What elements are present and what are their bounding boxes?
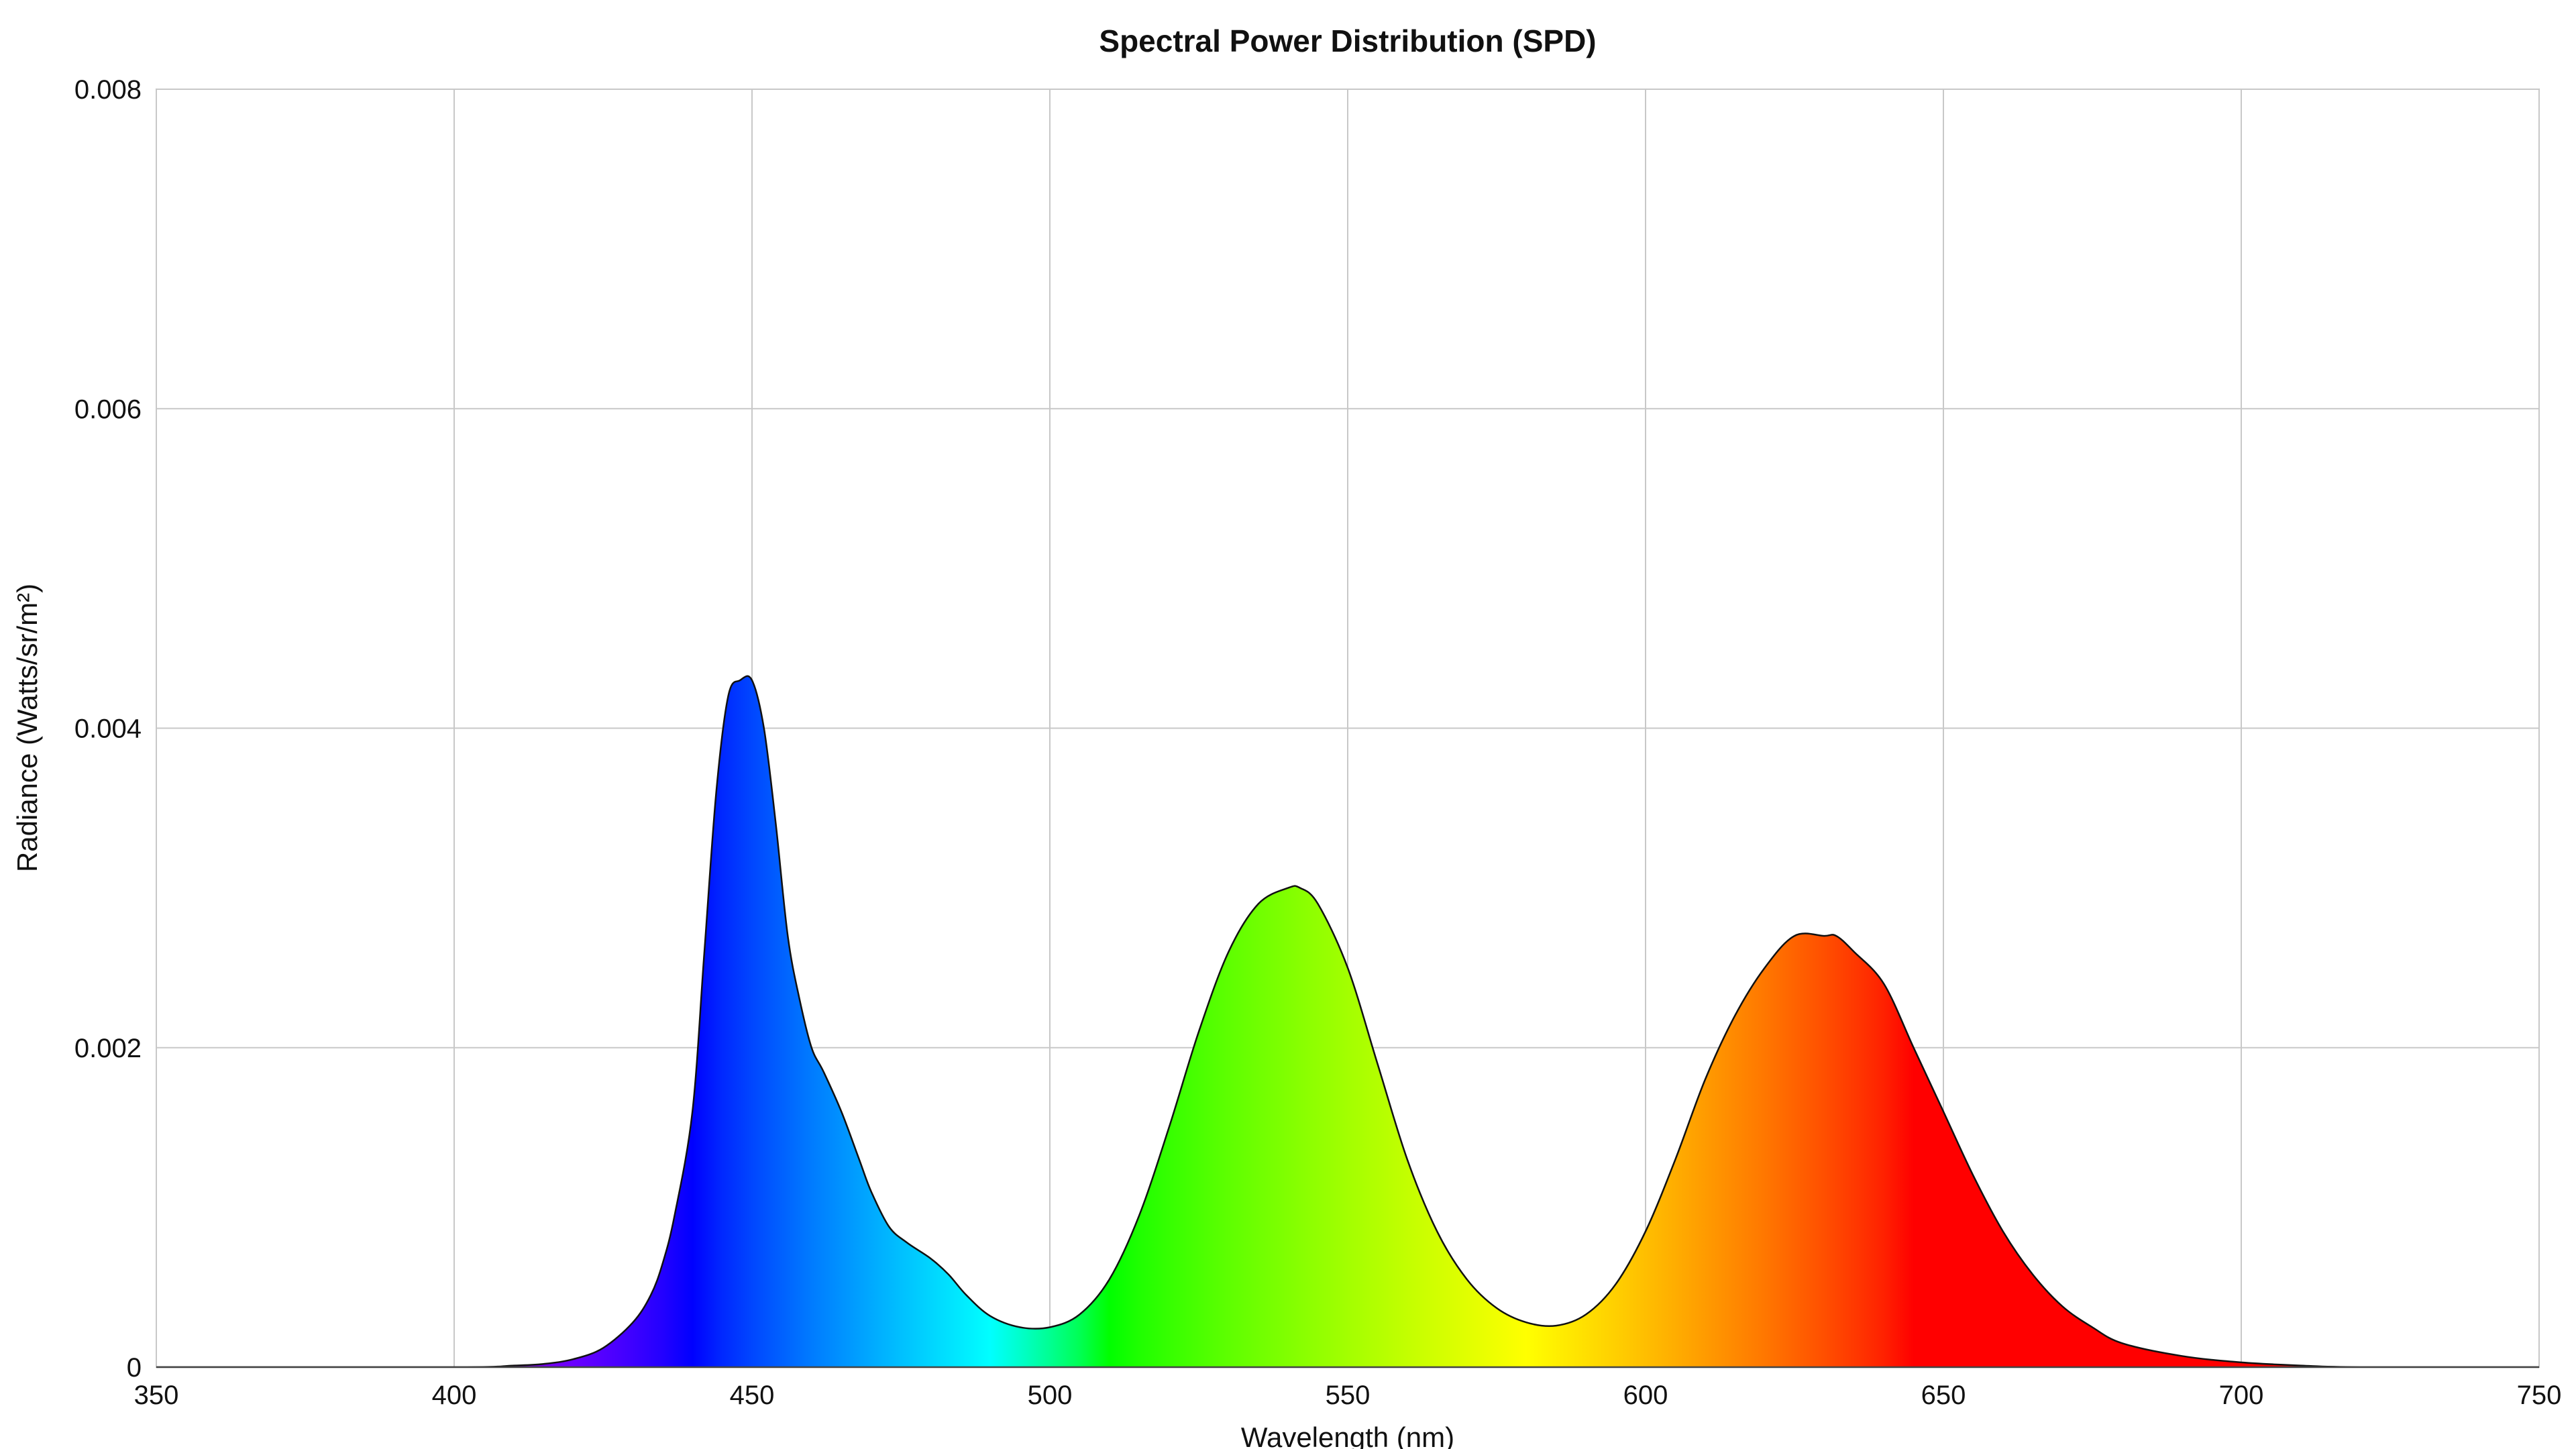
spectrum-area xyxy=(156,676,2539,1367)
x-axis-label: Wavelength (nm) xyxy=(1241,1421,1454,1449)
y-tick-labels: 0 0.002 0.004 0.006 0.008 xyxy=(74,75,142,1383)
y-axis-label: Radiance (Watts/sr/m²) xyxy=(11,584,43,872)
x-tick-label: 500 xyxy=(1028,1381,1073,1410)
spectrum-outline xyxy=(156,675,2539,1367)
x-tick-label: 350 xyxy=(134,1381,179,1410)
x-tick-labels: 350 400 450 500 550 600 650 700 750 xyxy=(134,1381,2562,1410)
x-tick-label: 550 xyxy=(1326,1381,1371,1410)
y-tick-label: 0.004 xyxy=(74,714,142,744)
y-tick-label: 0.006 xyxy=(74,394,142,424)
x-tick-label: 600 xyxy=(1623,1381,1668,1410)
y-tick-label: 0.002 xyxy=(74,1034,142,1063)
x-tick-label: 750 xyxy=(2517,1381,2562,1410)
x-tick-label: 700 xyxy=(2219,1381,2264,1410)
x-tick-label: 650 xyxy=(1921,1381,1966,1410)
chart-title: Spectral Power Distribution (SPD) xyxy=(1099,23,1596,58)
y-tick-label: 0.008 xyxy=(74,75,142,105)
y-tick-label: 0 xyxy=(127,1353,142,1383)
x-tick-label: 400 xyxy=(432,1381,477,1410)
x-tick-label: 450 xyxy=(730,1381,775,1410)
